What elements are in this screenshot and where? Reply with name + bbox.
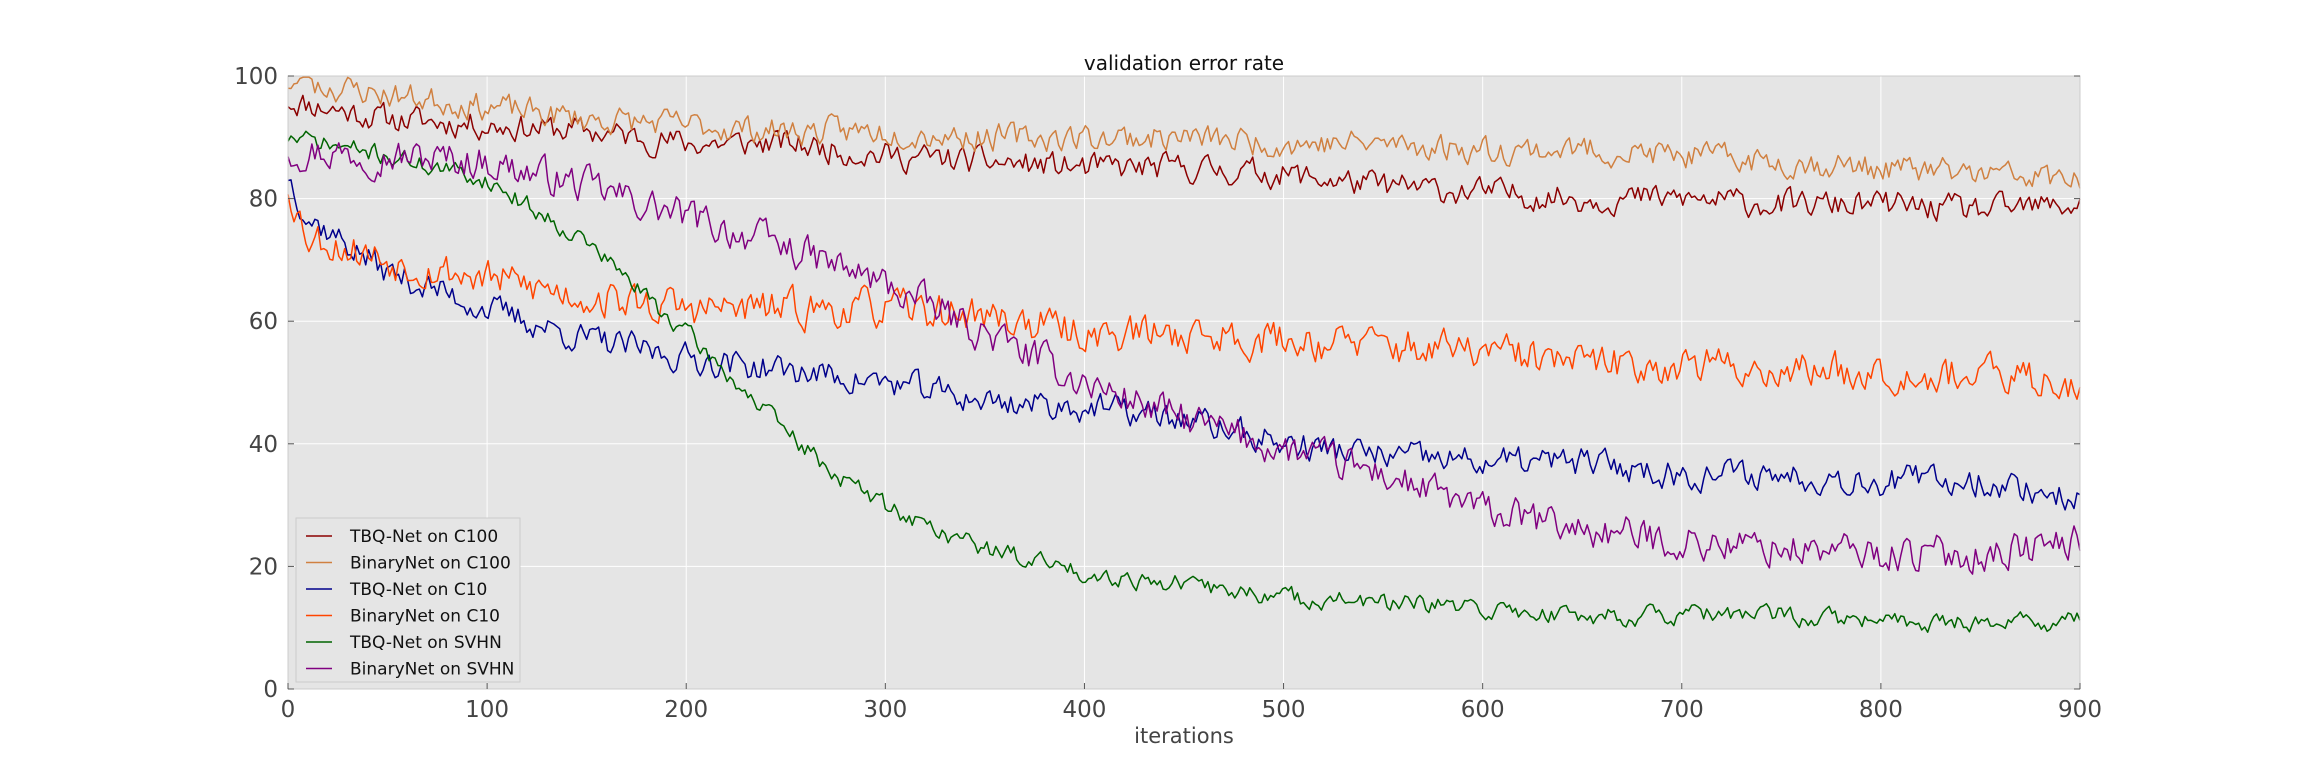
- x-tick-label: 500: [1262, 697, 1306, 723]
- y-tick-label: 80: [249, 187, 278, 213]
- series-line-0: [287, 94, 2081, 222]
- legend-box: [295, 517, 521, 683]
- x-tick-label: 700: [1660, 697, 1704, 723]
- y-tick-label: 100: [234, 64, 278, 90]
- y-tick-label: 60: [249, 309, 278, 335]
- x-tick-label: 800: [1859, 697, 1903, 723]
- legend-label: BinaryNet on C100: [350, 554, 511, 574]
- y-tick-label: 40: [249, 432, 278, 458]
- y-tick-label: 20: [249, 554, 278, 580]
- chart-title: validation error rate: [1084, 51, 1284, 75]
- y-axis-ticks: 0 20 40 60 80 100: [234, 64, 2080, 703]
- legend-label: TBQ-Net on C100: [349, 527, 498, 547]
- series-line-1: [287, 76, 2081, 189]
- legend-label: TBQ-Net on SVHN: [349, 633, 502, 653]
- x-tick-label: 300: [863, 697, 907, 723]
- series-lines: [287, 76, 2081, 633]
- x-tick-label: 100: [465, 697, 509, 723]
- x-axis-ticks: 0 100 200 300 400 500 600 700 800 900: [281, 683, 2102, 723]
- x-tick-label: 900: [2058, 697, 2102, 723]
- series-line-4: [287, 130, 2081, 633]
- plot-area: [288, 76, 2080, 689]
- legend-label: BinaryNet on SVHN: [350, 660, 514, 680]
- series-line-2: [287, 179, 2081, 511]
- series-line-5: [287, 142, 2081, 575]
- x-tick-label: 200: [664, 697, 708, 723]
- grid-lines: [288, 76, 2080, 689]
- legend: TBQ-Net on C100 BinaryNet on C100 TBQ-Net …: [295, 517, 521, 683]
- x-tick-label: 400: [1062, 697, 1106, 723]
- y-tick-label: 0: [263, 677, 278, 703]
- legend-label: TBQ-Net on C10: [349, 580, 487, 600]
- plot-frame: [287, 75, 2081, 690]
- x-axis-label: iterations: [1134, 724, 1234, 748]
- series-line-3: [287, 194, 2081, 400]
- legend-label: BinaryNet on C10: [350, 607, 500, 627]
- x-tick-label: 600: [1461, 697, 1505, 723]
- x-tick-label: 0: [281, 697, 296, 723]
